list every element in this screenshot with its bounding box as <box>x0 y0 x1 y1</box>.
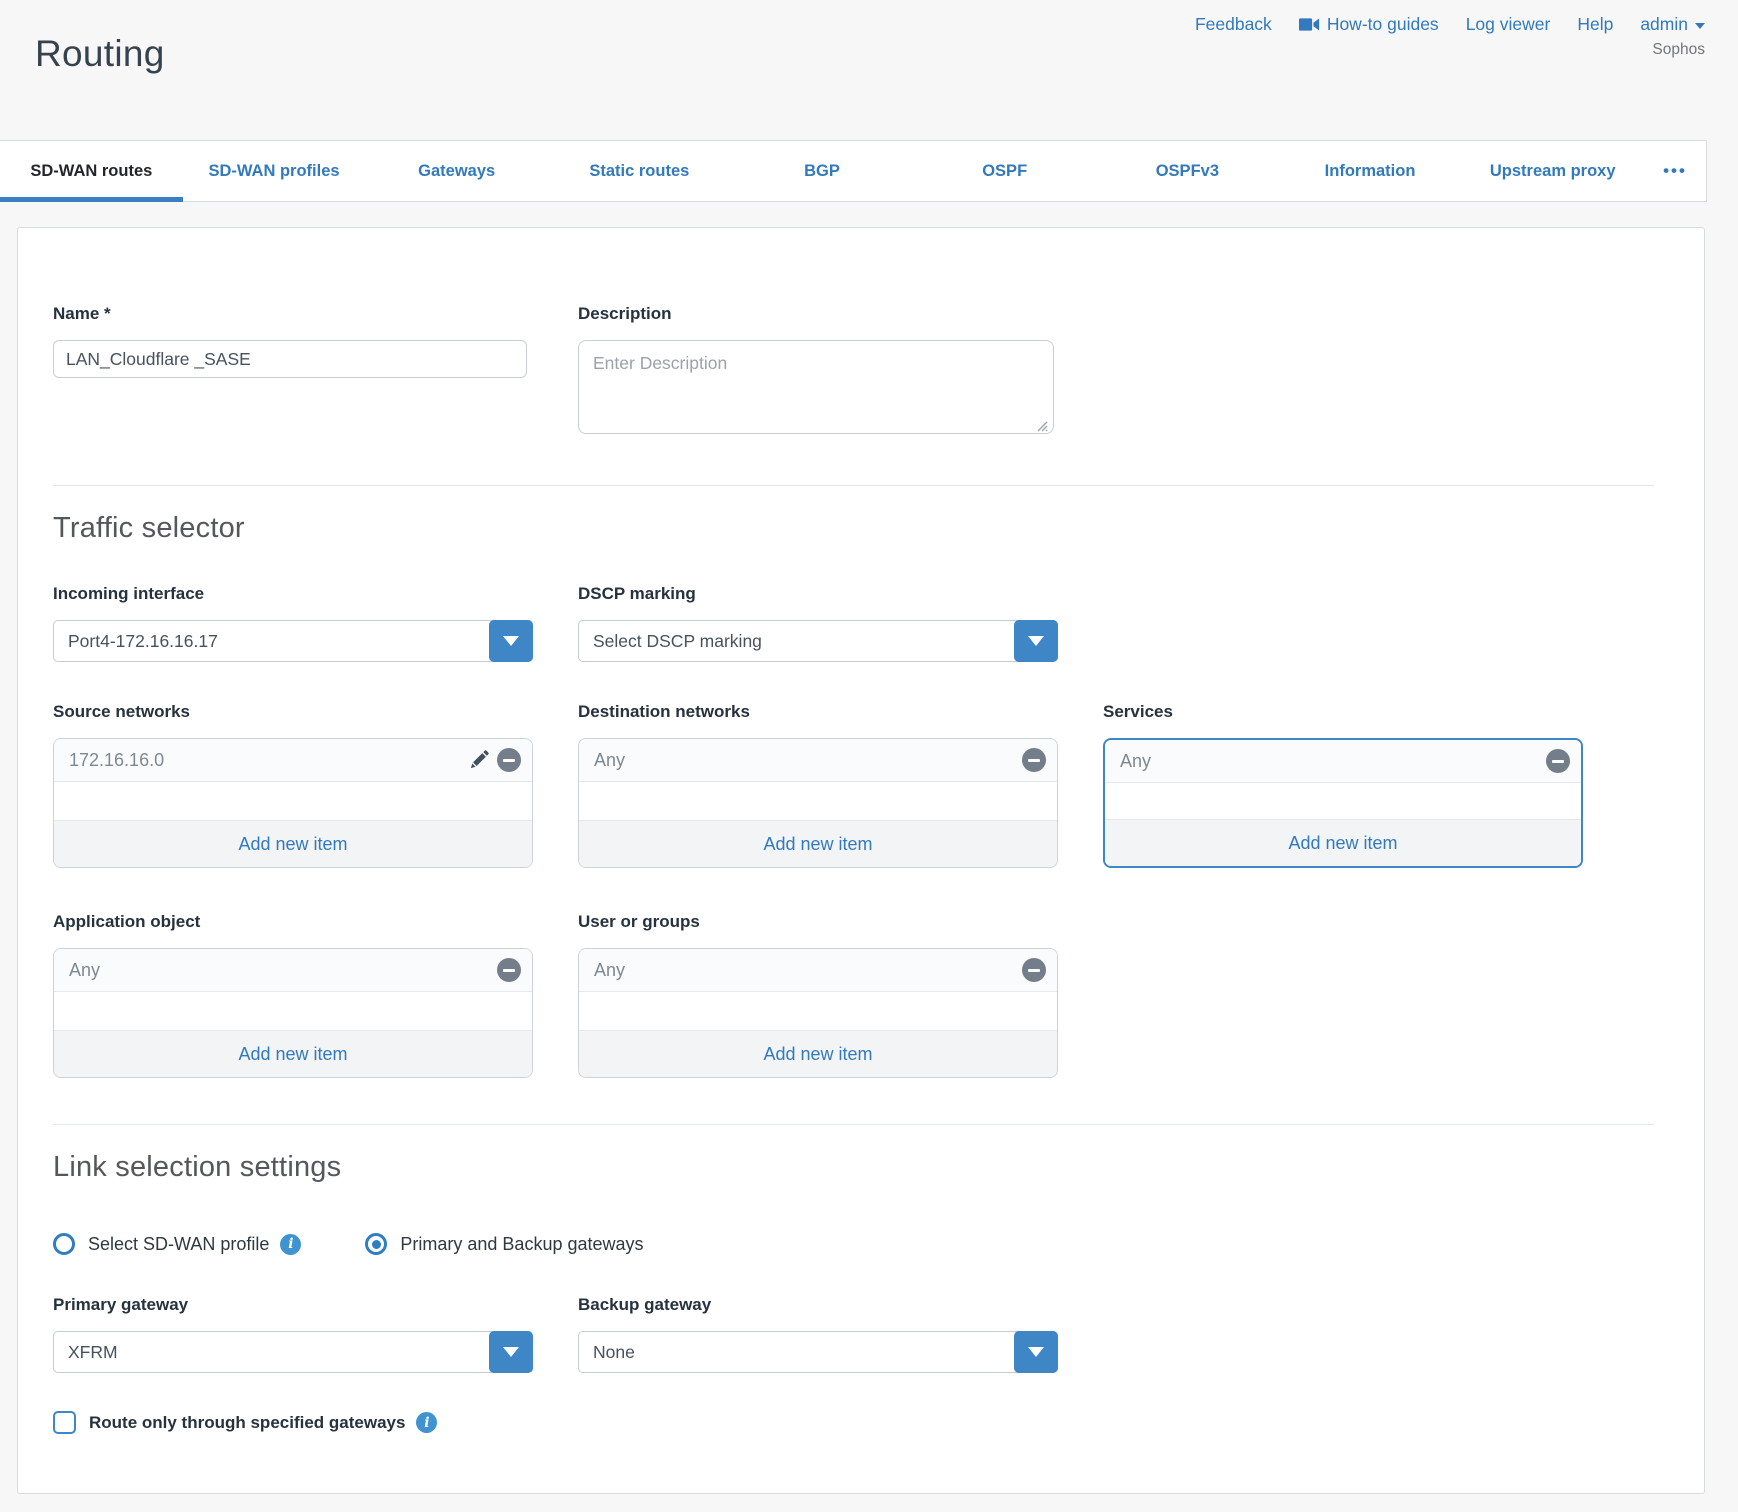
radio-select-sdwan-profile[interactable]: Select SD-WAN profile <box>53 1233 269 1255</box>
add-new-item-button[interactable]: Add new item <box>54 820 532 867</box>
backup-gateway-select[interactable]: None <box>578 1331 1058 1373</box>
remove-item-icon[interactable] <box>497 958 521 982</box>
section-divider <box>53 1124 1654 1125</box>
list-item[interactable]: Any <box>579 949 1057 992</box>
add-new-item-button[interactable]: Add new item <box>579 1030 1057 1077</box>
chevron-down-icon <box>489 1331 533 1373</box>
remove-item-icon[interactable] <box>1022 748 1046 772</box>
route-only-checkbox[interactable] <box>53 1411 76 1434</box>
interface-dscp-row: Incoming interface Port4-172.16.16.17 DS… <box>53 584 1704 662</box>
tab-sdwan-profiles[interactable]: SD-WAN profiles <box>208 161 340 180</box>
add-new-item-button[interactable]: Add new item <box>1105 819 1581 866</box>
services-group: Services Any Add new item <box>1103 702 1583 868</box>
description-textarea[interactable] <box>578 340 1054 434</box>
application-object-group: Application object Any Add new item <box>53 912 533 1078</box>
list-item[interactable]: 172.16.16.0 <box>54 739 532 782</box>
backup-gateway-label: Backup gateway <box>578 1295 712 1314</box>
content-panel: Name * Description Traffic selector Inco… <box>17 227 1705 1494</box>
tab-upstream-proxy[interactable]: Upstream proxy <box>1489 161 1616 180</box>
video-camera-icon <box>1298 18 1319 31</box>
primary-gateway-select[interactable]: XFRM <box>53 1331 533 1373</box>
tab-static-routes[interactable]: Static routes <box>589 161 690 180</box>
tab-sdwan-routes[interactable]: SD-WAN routes <box>0 141 183 202</box>
link-mode-radio-group: Select SD-WAN profile Primary and Backup… <box>53 1233 1704 1255</box>
primary-gateway-label: Primary gateway <box>53 1295 189 1314</box>
add-new-item-button[interactable]: Add new item <box>54 1030 532 1077</box>
source-networks-group: Source networks 172.16.16.0 Add new item <box>53 702 533 868</box>
destination-networks-label: Destination networks <box>578 702 750 721</box>
tab-bar: SD-WAN routes SD-WAN profiles Gateways S… <box>0 140 1707 202</box>
user-or-groups-label: User or groups <box>578 912 700 931</box>
source-networks-box: 172.16.16.0 Add new item <box>53 738 533 868</box>
list-item[interactable]: Any <box>579 739 1057 782</box>
add-new-item-button[interactable]: Add new item <box>579 820 1057 867</box>
ellipsis-icon: ••• <box>1663 161 1687 180</box>
caret-down-icon <box>1695 22 1705 29</box>
log-viewer-link[interactable]: Log viewer <box>1465 14 1551 34</box>
remove-item-icon[interactable] <box>1022 958 1046 982</box>
feedback-link[interactable]: Feedback <box>1194 14 1272 34</box>
header-nav: Feedback How-to guides Log viewer Help a… <box>1195 14 1705 35</box>
tab-ospfv3[interactable]: OSPFv3 <box>1155 161 1219 180</box>
backup-gateway-group: Backup gateway None <box>578 1295 1058 1373</box>
info-icon[interactable] <box>416 1412 438 1433</box>
user-or-groups-box: Any Add new item <box>578 948 1058 1078</box>
resize-handle-icon[interactable] <box>1034 418 1048 432</box>
networks-row: Source networks 172.16.16.0 Add new item… <box>53 702 1704 868</box>
primary-gateway-group: Primary gateway XFRM <box>53 1295 533 1373</box>
radio-selected-icon <box>365 1233 388 1255</box>
source-networks-label: Source networks <box>53 702 190 721</box>
services-label: Services <box>1103 702 1173 721</box>
traffic-selector-heading: Traffic selector <box>53 512 245 544</box>
name-label: Name * <box>53 304 111 323</box>
section-divider <box>53 485 1654 486</box>
destination-networks-group: Destination networks Any Add new item <box>578 702 1058 868</box>
tab-ospf[interactable]: OSPF <box>982 161 1028 180</box>
dscp-marking-select[interactable]: Select DSCP marking <box>578 620 1058 662</box>
gateways-row: Primary gateway XFRM Backup gateway None <box>53 1295 1704 1373</box>
remove-item-icon[interactable] <box>497 748 521 772</box>
edit-pencil-icon[interactable] <box>468 749 490 771</box>
page-title: Routing <box>35 32 165 74</box>
list-item[interactable]: Any <box>54 949 532 992</box>
incoming-interface-select[interactable]: Port4-172.16.16.17 <box>53 620 533 662</box>
admin-menu[interactable]: admin <box>1640 14 1705 35</box>
radio-icon <box>53 1233 75 1255</box>
tab-information[interactable]: Information <box>1324 161 1416 180</box>
how-to-guides-link[interactable]: How-to guides <box>1298 14 1439 35</box>
name-description-row: Name * Description <box>53 304 1704 439</box>
application-users-row: Application object Any Add new item User… <box>53 912 1704 1078</box>
brand-label: Sophos <box>1652 41 1705 58</box>
incoming-interface-group: Incoming interface Port4-172.16.16.17 <box>53 584 533 662</box>
dscp-marking-label: DSCP marking <box>578 584 696 603</box>
dscp-marking-group: DSCP marking Select DSCP marking <box>578 584 1058 662</box>
destination-networks-box: Any Add new item <box>578 738 1058 868</box>
chevron-down-icon <box>1014 1331 1058 1373</box>
application-object-box: Any Add new item <box>53 948 533 1078</box>
chevron-down-icon <box>1014 620 1058 662</box>
services-box: Any Add new item <box>1103 738 1583 868</box>
link-selection-heading: Link selection settings <box>53 1151 342 1183</box>
tab-gateways[interactable]: Gateways <box>418 161 496 180</box>
description-label: Description <box>578 304 672 323</box>
remove-item-icon[interactable] <box>1546 749 1570 773</box>
route-only-label: Route only through specified gateways <box>89 1412 406 1432</box>
description-field-group: Description <box>578 304 1058 439</box>
route-only-row: Route only through specified gateways <box>53 1411 1704 1434</box>
application-object-label: Application object <box>53 912 201 931</box>
name-field-group: Name * <box>53 304 533 439</box>
info-icon[interactable] <box>280 1233 302 1255</box>
tab-bgp[interactable]: BGP <box>804 161 840 180</box>
list-item[interactable]: Any <box>1105 740 1581 783</box>
user-or-groups-group: User or groups Any Add new item <box>578 912 1058 1078</box>
incoming-interface-label: Incoming interface <box>53 584 205 603</box>
chevron-down-icon <box>489 620 533 662</box>
tab-more-menu[interactable]: ••• <box>1644 141 1706 201</box>
help-link[interactable]: Help <box>1577 14 1614 34</box>
radio-primary-backup-gateways[interactable]: Primary and Backup gateways <box>365 1233 644 1255</box>
name-input[interactable] <box>53 340 527 378</box>
